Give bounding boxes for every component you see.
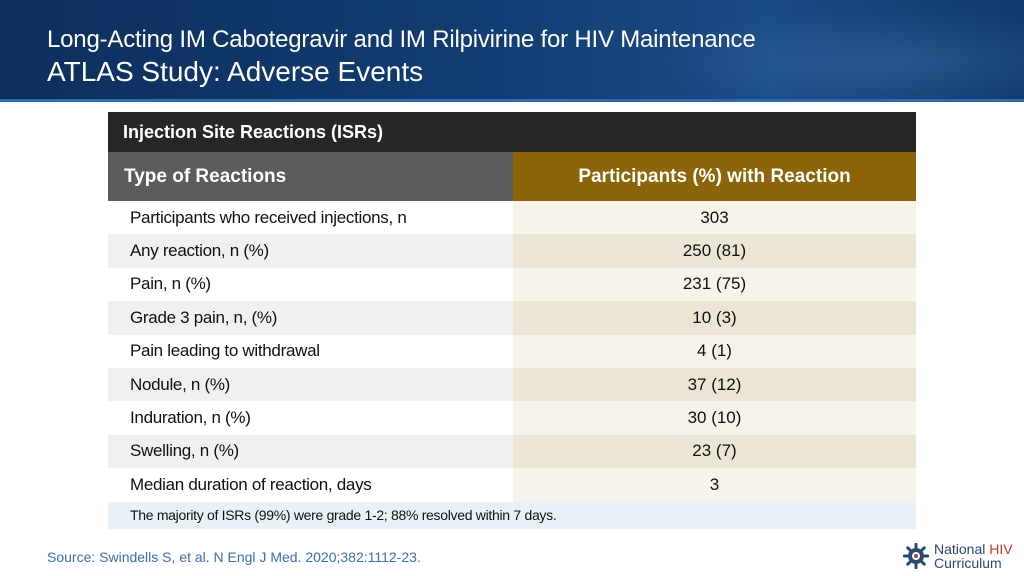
gear-icon — [903, 543, 929, 569]
table-column-headers: Type of Reactions Participants (%) with … — [108, 152, 916, 201]
table-row: Pain leading to withdrawal 4 (1) — [108, 334, 916, 368]
row-value: 303 — [513, 201, 916, 235]
table-row: Any reaction, n (%) 250 (81) — [108, 234, 916, 268]
logo-word-hiv: HIV — [989, 541, 1013, 557]
row-label: Grade 3 pain, n, (%) — [108, 301, 513, 335]
row-value: 3 — [513, 468, 916, 502]
row-label: Median duration of reaction, days — [108, 468, 513, 502]
logo-word-curriculum: Curriculum — [934, 555, 1002, 571]
row-label: Any reaction, n (%) — [108, 234, 513, 268]
row-label: Swelling, n (%) — [108, 434, 513, 469]
national-hiv-curriculum-logo: National HIV Curriculum — [902, 542, 1013, 570]
row-value: 231 (75) — [513, 267, 916, 302]
row-label: Participants who received injections, n — [108, 201, 513, 235]
slide-title-line1: Long-Acting IM Cabotegravir and IM Rilpi… — [47, 26, 756, 53]
row-value: 10 (3) — [513, 301, 916, 335]
row-value: 4 (1) — [513, 334, 916, 368]
row-label: Nodule, n (%) — [108, 367, 513, 402]
table-row: Swelling, n (%) 23 (7) — [108, 434, 916, 469]
logo-word-national: National — [934, 541, 986, 557]
row-label: Pain leading to withdrawal — [108, 334, 513, 368]
table-row: Median duration of reaction, days 3 — [108, 468, 916, 502]
table-section-title: Injection Site Reactions (ISRs) — [108, 112, 916, 152]
row-label: Induration, n (%) — [108, 401, 513, 435]
table-row: Nodule, n (%) 37 (12) — [108, 367, 916, 402]
table-row: Pain, n (%) 231 (75) — [108, 267, 916, 302]
row-value: 250 (81) — [513, 234, 916, 268]
row-value: 23 (7) — [513, 434, 916, 469]
logo-text: National HIV Curriculum — [934, 542, 1013, 570]
table-footnote: The majority of ISRs (99%) were grade 1-… — [108, 501, 916, 529]
column-header-participants: Participants (%) with Reaction — [513, 152, 916, 201]
table-row: Induration, n (%) 30 (10) — [108, 401, 916, 435]
row-label: Pain, n (%) — [108, 267, 513, 302]
row-value: 37 (12) — [513, 367, 916, 402]
adverse-events-table: Injection Site Reactions (ISRs) Type of … — [108, 112, 916, 529]
column-header-type: Type of Reactions — [108, 152, 513, 201]
table-row: Grade 3 pain, n, (%) 10 (3) — [108, 301, 916, 335]
slide-title-line2: ATLAS Study: Adverse Events — [47, 56, 424, 87]
slide-header: Long-Acting IM Cabotegravir and IM Rilpi… — [0, 0, 1024, 102]
source-citation: Source: Swindells S, et al. N Engl J Med… — [47, 549, 421, 565]
row-value: 30 (10) — [513, 401, 916, 435]
table-row: Participants who received injections, n … — [108, 201, 916, 235]
